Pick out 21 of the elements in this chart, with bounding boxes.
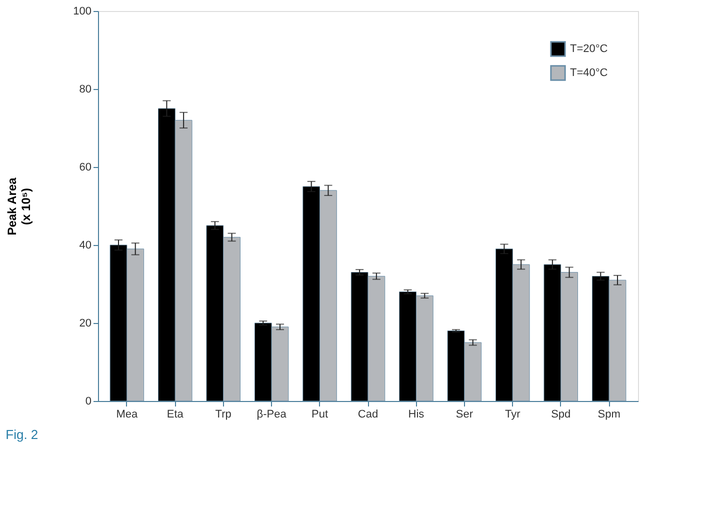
y-axis-title: Peak Area (x 10⁵) bbox=[5, 177, 34, 236]
y-tick-label: 20 bbox=[79, 318, 92, 330]
legend-label: T=20°C bbox=[570, 43, 608, 55]
legend-label: T=40°C bbox=[570, 67, 608, 79]
x-tick-label: Tyr bbox=[505, 408, 521, 420]
y-tick-label: 100 bbox=[73, 6, 92, 18]
x-tick-label: Cad bbox=[358, 408, 378, 420]
caption: Fig. 2 bbox=[6, 427, 38, 442]
x-tick-label: Mea bbox=[116, 408, 139, 420]
x-tick-label: Put bbox=[312, 408, 328, 420]
y-tick-label: 40 bbox=[79, 240, 92, 252]
x-tick-label: Spm bbox=[598, 408, 620, 420]
y-tick-label: 80 bbox=[79, 84, 92, 96]
x-tick-label: His bbox=[408, 408, 425, 420]
x-tick-label: Spd bbox=[551, 408, 571, 420]
y-tick-label: 60 bbox=[79, 162, 92, 174]
y-tick-label: 0 bbox=[85, 396, 92, 408]
x-tick-label: Eta bbox=[166, 408, 184, 420]
x-tick-label: Ser bbox=[456, 408, 474, 420]
x-tick-label: Trp bbox=[215, 408, 232, 420]
x-tick-label: β-Pea bbox=[256, 408, 288, 420]
